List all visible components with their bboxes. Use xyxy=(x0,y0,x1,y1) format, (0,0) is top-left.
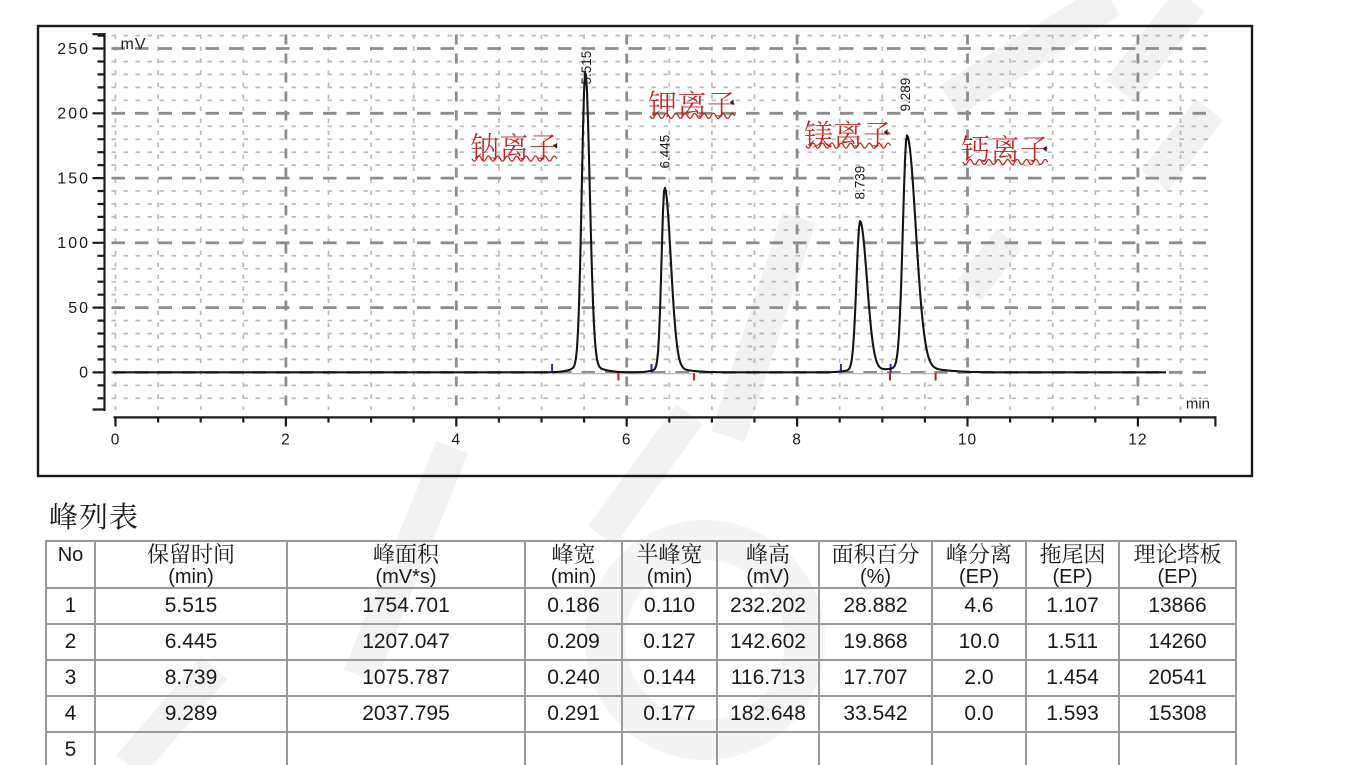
svg-text:100: 100 xyxy=(57,235,90,252)
svg-text:6: 6 xyxy=(622,432,632,449)
svg-text:镁离子: 镁离子 xyxy=(804,119,893,152)
svg-text:250: 250 xyxy=(57,41,90,58)
svg-text:0: 0 xyxy=(79,365,90,382)
svg-text:6.445: 6.445 xyxy=(658,135,673,169)
svg-text:mV: mV xyxy=(121,36,147,53)
svg-text:10: 10 xyxy=(958,432,977,449)
svg-text:12: 12 xyxy=(1128,432,1147,449)
svg-text:2: 2 xyxy=(281,432,291,449)
svg-text:8: 8 xyxy=(792,432,802,449)
svg-text:200: 200 xyxy=(57,106,90,123)
svg-text:min: min xyxy=(1186,396,1210,413)
svg-text:150: 150 xyxy=(57,170,90,187)
svg-text:50: 50 xyxy=(68,300,90,317)
svg-text:4: 4 xyxy=(451,432,461,449)
svg-text:0: 0 xyxy=(111,432,121,449)
svg-text:8.739: 8.739 xyxy=(853,166,868,200)
svg-text:5.515: 5.515 xyxy=(579,51,594,85)
svg-text:9.289: 9.289 xyxy=(898,78,913,112)
